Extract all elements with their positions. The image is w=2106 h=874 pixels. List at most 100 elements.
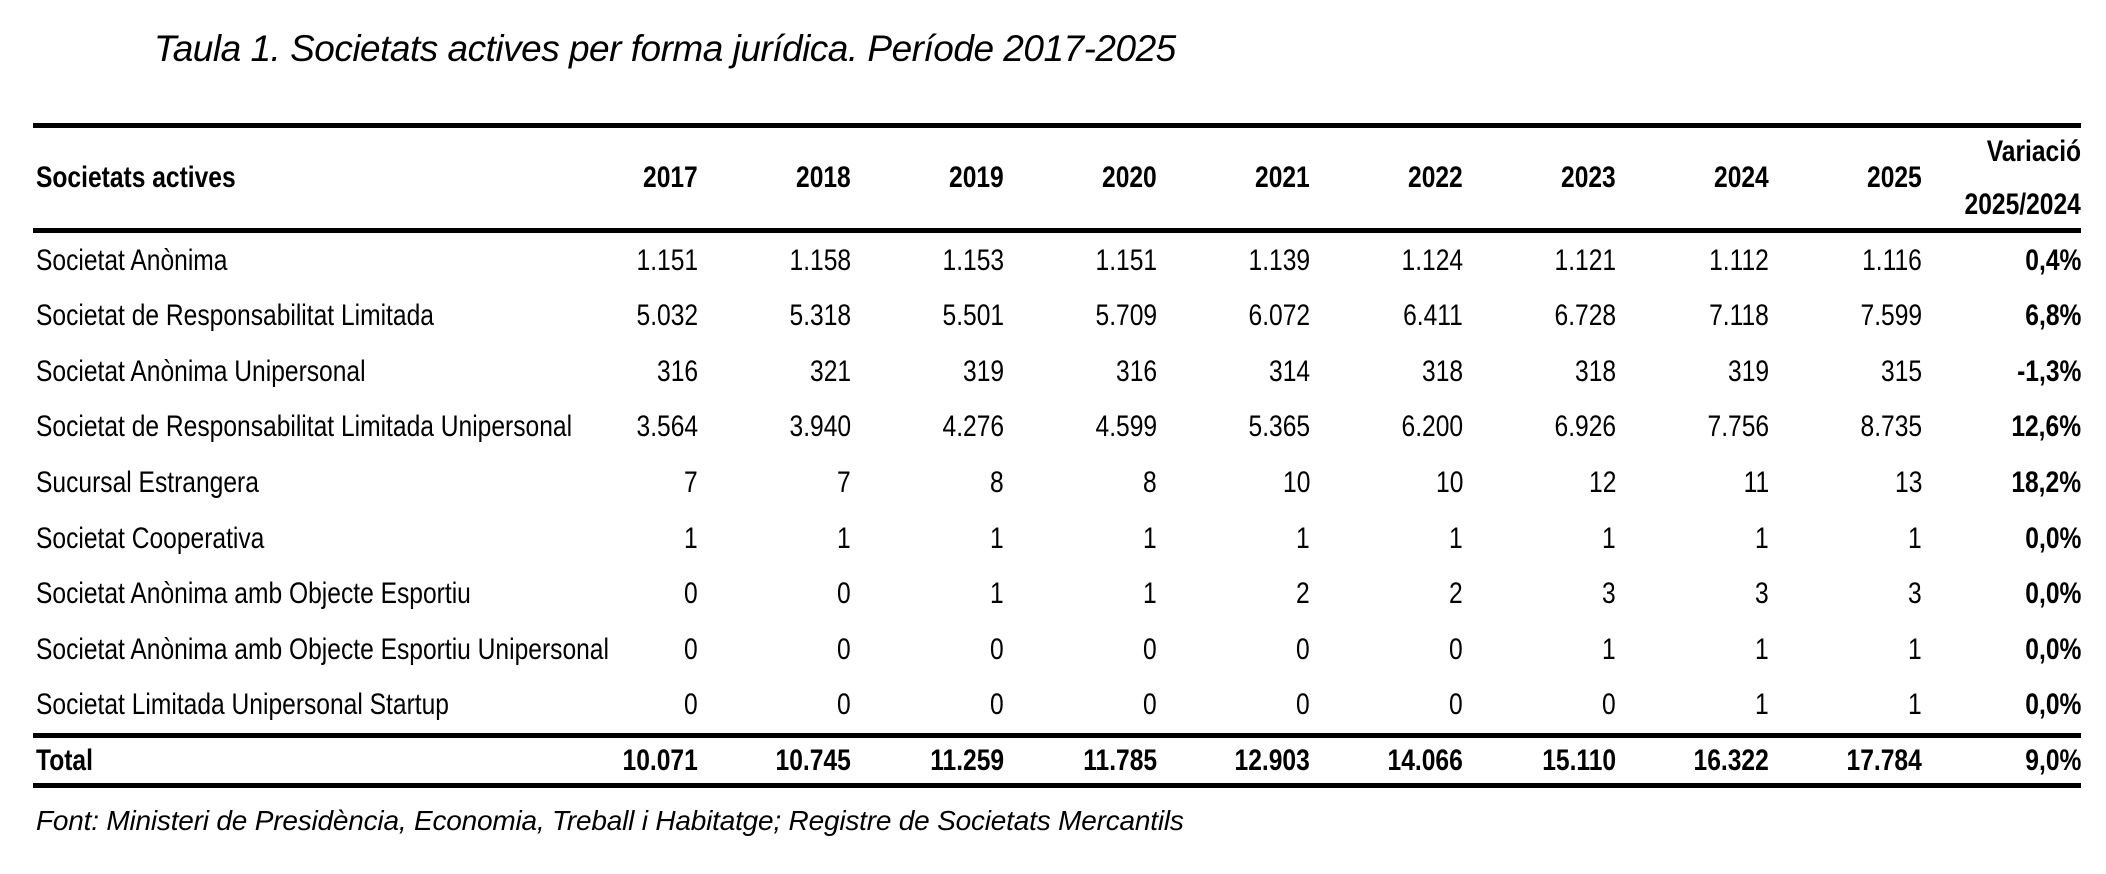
column-header-societats-actives: Societats actives xyxy=(33,161,545,195)
value-cell-2017-text: 0 xyxy=(684,577,698,611)
value-cell-2021: 10 xyxy=(1157,466,1310,500)
value-cell-2019-text: 1 xyxy=(990,521,1004,555)
value-cell-2018-text: 0 xyxy=(837,632,851,666)
value-cell-2018: 3.940 xyxy=(698,410,851,444)
variacio-header-line2: 2025/2024 xyxy=(1964,188,2081,221)
value-cell-2022-text: 10 xyxy=(1435,466,1463,500)
value-cell-2020-text: 0 xyxy=(1143,688,1157,722)
value-cell-2022: 0 xyxy=(1310,633,1463,667)
table-row: Societat de Responsabilitat Limitada 5.03… xyxy=(33,289,2081,345)
table-row: Societat Anònima amb Objecte Esportiu Un… xyxy=(33,622,2081,678)
variation-cell: 6,8% xyxy=(1922,299,2081,333)
value-cell-2018: 321 xyxy=(698,355,851,389)
value-cell-2025: 1 xyxy=(1769,688,1922,722)
value-cell-2020-text: 5.709 xyxy=(1095,299,1157,333)
value-cell-2021: 314 xyxy=(1157,355,1310,389)
row-label: Sucursal Estrangera xyxy=(33,466,545,500)
value-cell-2023: 318 xyxy=(1463,355,1616,389)
value-cell-2017: 5.032 xyxy=(545,299,698,333)
column-header-2020-text: 2020 xyxy=(1102,161,1157,194)
value-cell-2021-text: 1 xyxy=(1296,521,1310,555)
value-cell-2017-text: 5.032 xyxy=(636,299,698,333)
value-cell-2017: 7 xyxy=(545,466,698,500)
value-cell-2022-text: 1 xyxy=(1449,521,1463,555)
value-cell-2019: 319 xyxy=(851,355,1004,389)
column-header-2017-text: 2017 xyxy=(643,161,698,194)
value-cell-2017-text: 1.151 xyxy=(636,243,698,277)
value-cell-2019-text: 0 xyxy=(990,632,1004,666)
value-cell-2024-text: 11 xyxy=(1743,466,1769,500)
value-cell-2019: 5.501 xyxy=(851,299,1004,333)
value-cell-2024-text: 1 xyxy=(1755,632,1769,666)
column-header-variacio: Variació 2025/2024 xyxy=(1922,128,2081,228)
value-cell-2017-text: 3.564 xyxy=(636,410,698,444)
variation-cell-text: 12,6% xyxy=(2011,410,2081,444)
variation-cell-text: 0,0% xyxy=(2024,521,2081,555)
table-row: Societat Limitada Unipersonal Startup 0 0 0… xyxy=(33,678,2081,734)
value-cell-2019-text: 0 xyxy=(990,688,1004,722)
value-cell-2022-text: 6.200 xyxy=(1401,410,1463,444)
value-cell-2021-text: 0 xyxy=(1296,632,1310,666)
column-header-2023: 2023 xyxy=(1463,161,1616,195)
value-cell-2021: 1 xyxy=(1157,522,1310,556)
value-cell-2024-text: 7.756 xyxy=(1707,410,1769,444)
column-header-2022: 2022 xyxy=(1310,161,1463,195)
variation-cell-text: 0,4% xyxy=(2024,243,2081,277)
variation-cell: 0,0% xyxy=(1922,577,2081,611)
value-cell-2023: 1 xyxy=(1463,633,1616,667)
value-cell-2022: 1.124 xyxy=(1310,244,1463,278)
variation-cell: -1,3% xyxy=(1922,355,2081,389)
row-label-text: Societat Limitada Unipersonal Startup xyxy=(36,688,449,722)
row-label-text: Sucursal Estrangera xyxy=(36,466,259,500)
value-cell-2018-text: 321 xyxy=(809,354,851,388)
value-cell-2018: 0 xyxy=(698,577,851,611)
value-cell-2022: 2 xyxy=(1310,577,1463,611)
value-cell-2020-text: 8 xyxy=(1143,466,1157,500)
value-cell-2025: 1 xyxy=(1769,522,1922,556)
column-header-2022-text: 2022 xyxy=(1408,161,1463,194)
source-note: Font: Ministeri de Presidència, Economia… xyxy=(36,805,1184,836)
value-cell-2022-text: 318 xyxy=(1421,354,1463,388)
value-cell-2019: 0 xyxy=(851,633,1004,667)
value-cell-2023: 0 xyxy=(1463,688,1616,722)
value-cell-2018: 0 xyxy=(698,688,851,722)
total-value-cell-2022: 14.066 xyxy=(1310,744,1463,778)
total-value-cell-2021-text: 12.903 xyxy=(1234,743,1310,777)
variation-cell-text: -1,3% xyxy=(2016,354,2081,388)
value-cell-2025-text: 8.735 xyxy=(1860,410,1922,444)
value-cell-2021-text: 6.072 xyxy=(1248,299,1310,333)
value-cell-2018-text: 0 xyxy=(837,577,851,611)
column-header-2018: 2018 xyxy=(698,161,851,195)
value-cell-2025: 3 xyxy=(1769,577,1922,611)
value-cell-2024-text: 3 xyxy=(1755,577,1769,611)
total-value-cell-2018-text: 10.745 xyxy=(775,743,851,777)
value-cell-2018-text: 0 xyxy=(837,688,851,722)
column-header-2017: 2017 xyxy=(545,161,698,195)
value-cell-2020: 1 xyxy=(1004,577,1157,611)
value-cell-2021: 0 xyxy=(1157,688,1310,722)
row-label-text: Societat de Responsabilitat Limitada xyxy=(36,299,434,333)
societats-actives-table: Societats actives 2017 2018 2019 2020 2021 20… xyxy=(33,123,2081,788)
total-value-cell-2019-text: 11.259 xyxy=(930,743,1004,777)
value-cell-2017: 316 xyxy=(545,355,698,389)
value-cell-2019-text: 1.153 xyxy=(942,243,1004,277)
value-cell-2024: 7.756 xyxy=(1616,410,1769,444)
variacio-header-line1: Variació xyxy=(1986,135,2081,168)
total-value-cell-2023: 15.110 xyxy=(1463,744,1616,778)
value-cell-2021-text: 5.365 xyxy=(1248,410,1310,444)
value-cell-2017-text: 0 xyxy=(684,688,698,722)
value-cell-2025: 8.735 xyxy=(1769,410,1922,444)
table-row: Societat Anònima Unipersonal 316 321 319 316… xyxy=(33,344,2081,400)
value-cell-2025-text: 1.116 xyxy=(1862,243,1922,277)
total-variation-cell-text: 9,0% xyxy=(2024,743,2081,777)
value-cell-2022: 1 xyxy=(1310,522,1463,556)
value-cell-2022: 318 xyxy=(1310,355,1463,389)
value-cell-2019-text: 4.276 xyxy=(942,410,1004,444)
value-cell-2024-text: 1.112 xyxy=(1709,243,1769,277)
value-cell-2020-text: 0 xyxy=(1143,632,1157,666)
value-cell-2025-text: 3 xyxy=(1908,577,1922,611)
value-cell-2024: 1 xyxy=(1616,688,1769,722)
value-cell-2023: 1 xyxy=(1463,522,1616,556)
value-cell-2024: 7.118 xyxy=(1616,299,1769,333)
table-header-row: Societats actives 2017 2018 2019 2020 2021 20… xyxy=(33,128,2081,233)
